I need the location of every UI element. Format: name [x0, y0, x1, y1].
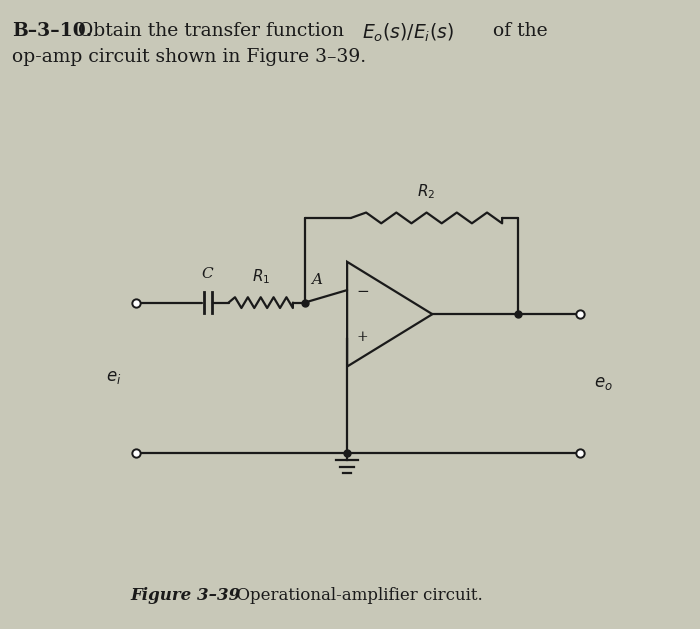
- Text: $R_2$: $R_2$: [417, 182, 435, 201]
- Text: −: −: [356, 285, 369, 299]
- Text: $E_o(s)/E_i(s)$: $E_o(s)/E_i(s)$: [362, 22, 454, 44]
- Text: Figure 3–39: Figure 3–39: [130, 587, 240, 604]
- Text: $R_1$: $R_1$: [251, 267, 270, 286]
- Text: $e_i$: $e_i$: [106, 369, 122, 386]
- Text: Obtain the transfer function: Obtain the transfer function: [78, 22, 344, 40]
- Text: A: A: [311, 273, 322, 287]
- Text: Operational-amplifier circuit.: Operational-amplifier circuit.: [226, 587, 483, 604]
- Text: op-amp circuit shown in Figure 3–39.: op-amp circuit shown in Figure 3–39.: [12, 48, 366, 66]
- Text: +: +: [356, 330, 368, 343]
- Text: B–3–10.: B–3–10.: [12, 22, 92, 40]
- Text: $e_o$: $e_o$: [594, 375, 612, 392]
- Text: C: C: [202, 267, 214, 281]
- Text: of the: of the: [493, 22, 547, 40]
